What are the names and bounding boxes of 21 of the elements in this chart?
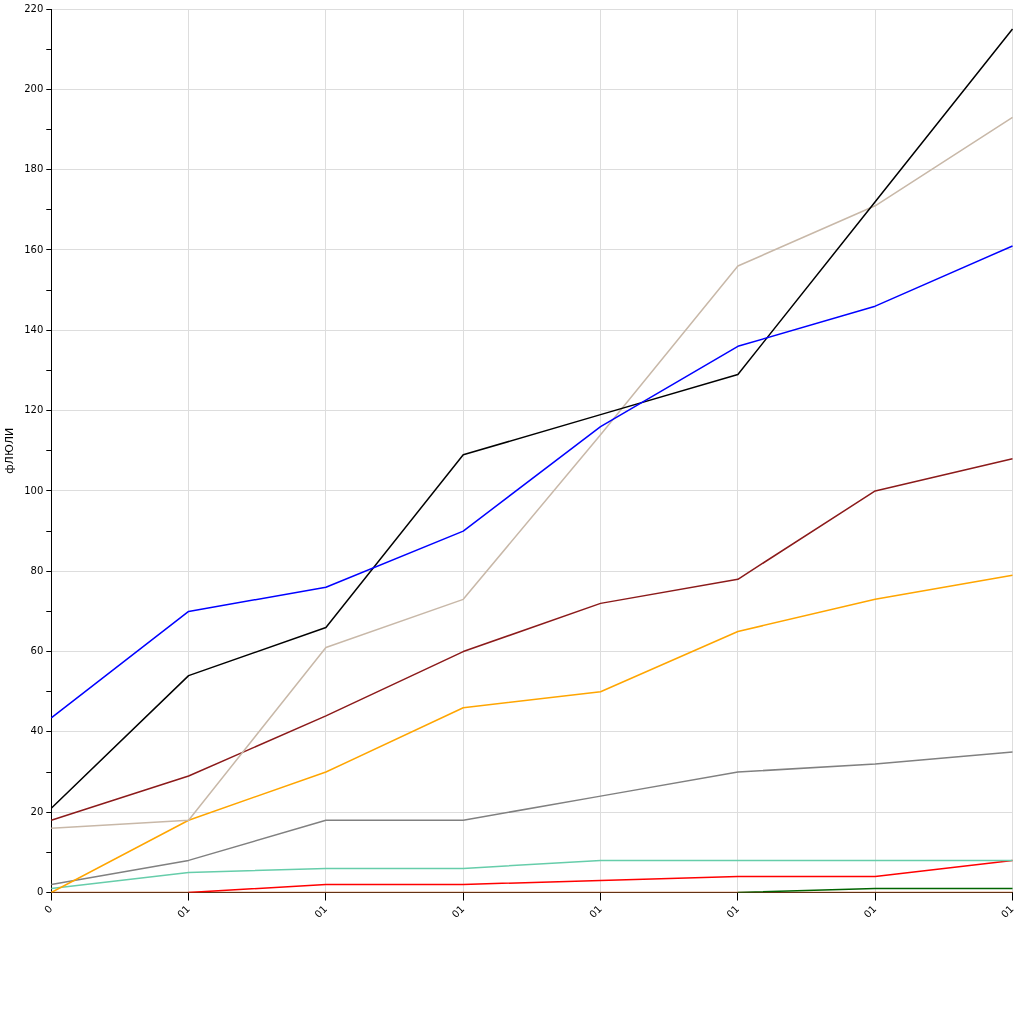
y-tick-label: 140 [24,323,44,335]
x-tick-label: 0 [42,903,55,916]
x-tick-label: 01 [587,903,604,921]
y-tick-label: 220 [24,2,44,14]
x-tick-label: 01 [998,903,1016,921]
y-tick-label: 100 [24,484,44,496]
x-tick-label: 01 [449,903,467,921]
y-tick-label: 80 [30,564,44,576]
y-axis-title: фЛЮЛИ [3,427,17,474]
y-tick-label: 120 [24,404,44,416]
x-tick-label: 01 [312,903,330,921]
y-tick-label: 160 [24,243,44,255]
x-tick-label: 01 [175,903,192,921]
y-tick-label: 0 [36,886,44,898]
x-tick-label: 01 [724,903,742,921]
x-tick-label: 01 [861,903,879,921]
y-tick-label: 200 [24,82,44,94]
y-tick-label: 40 [30,725,44,737]
y-tick-label: 20 [30,805,44,817]
y-tick-label: 180 [24,163,44,175]
y-tick-label: 60 [30,645,44,657]
